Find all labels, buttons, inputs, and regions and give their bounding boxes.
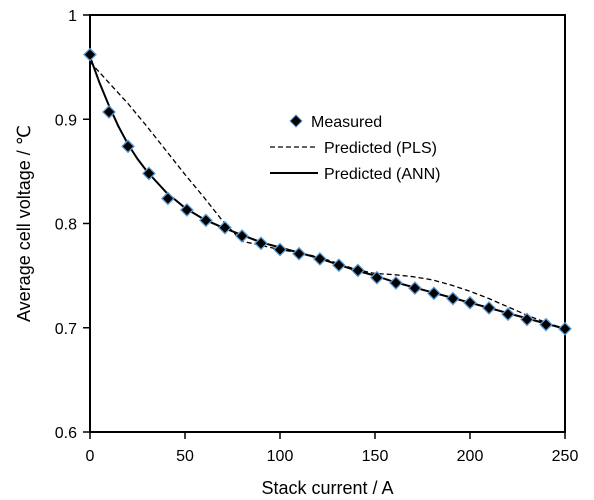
measured-point (501, 307, 515, 322)
y-tick-label: 1 (68, 8, 77, 25)
x-tick-label: 250 (552, 448, 579, 465)
measured-point (273, 242, 287, 257)
y-tick-label: 0.6 (55, 425, 77, 442)
plot-frame (89, 14, 566, 433)
measured-point (292, 246, 306, 261)
measured-point (235, 229, 249, 243)
measured-point (426, 286, 441, 301)
measured-point (83, 47, 97, 62)
legend-ann-label: Predicted (ANN) (324, 166, 440, 183)
measured-point (179, 203, 194, 217)
legend: Measured Predicted (PLS) Predicted (ANN) (270, 114, 440, 183)
measured-point (539, 317, 553, 332)
x-tick-label: 150 (362, 448, 389, 465)
x-tick-label: 50 (176, 448, 194, 465)
measured-point (558, 321, 572, 336)
measured-point (312, 252, 327, 266)
y-tick-label: 0.9 (55, 112, 77, 129)
measured-point (217, 220, 232, 235)
measured-point (350, 263, 365, 278)
series-layer (83, 47, 572, 336)
measured-point (369, 270, 384, 285)
x-tick-label: 200 (457, 448, 484, 465)
y-tick-label: 0.8 (55, 217, 77, 234)
legend-measured-marker (289, 114, 303, 128)
measured-point (254, 236, 268, 251)
x-axis-label: Stack current / A (261, 478, 393, 498)
measured-point (445, 291, 460, 306)
measured-point (520, 312, 534, 327)
measured-point (388, 276, 403, 290)
ann-prediction-line (89, 56, 566, 330)
legend-pls-label: Predicted (PLS) (324, 140, 437, 157)
measured-point (102, 105, 116, 119)
measured-point (331, 258, 346, 273)
x-tick-label: 0 (86, 448, 95, 465)
measured-point (407, 281, 422, 296)
measured-point (198, 213, 213, 228)
legend-measured-label: Measured (311, 114, 382, 131)
y-axis-label: Average cell voltage / ℃ (14, 125, 34, 322)
y-tick-label: 0.7 (55, 321, 77, 338)
x-tick-label: 100 (267, 448, 294, 465)
ticks-layer: 0 50 100 150 200 250 0.6 0.7 0.8 0.9 1 (55, 8, 579, 465)
measured-point (463, 295, 477, 310)
measured-point (121, 139, 135, 154)
measured-point (482, 301, 496, 315)
measured-point (141, 166, 156, 181)
pls-prediction-line (89, 61, 566, 330)
plot-area (89, 14, 566, 433)
measured-point (160, 191, 175, 206)
